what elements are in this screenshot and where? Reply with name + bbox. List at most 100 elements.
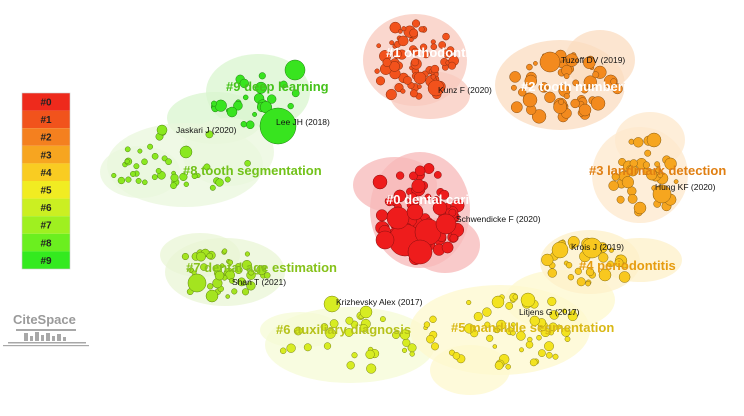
citation-node-cluster-6[interactable] xyxy=(399,329,411,340)
citation-node-cluster-6[interactable] xyxy=(346,361,355,370)
citation-node-cluster-7[interactable] xyxy=(247,269,255,276)
citation-node-cluster-1[interactable] xyxy=(411,47,420,56)
citation-node-cluster-8[interactable] xyxy=(191,173,198,180)
citation-node-cluster-4[interactable] xyxy=(608,247,614,253)
citation-node-cluster-2[interactable] xyxy=(592,71,600,79)
citation-node-cluster-6[interactable] xyxy=(409,351,415,357)
citation-node-cluster-6[interactable] xyxy=(344,328,354,337)
citation-node-cluster-8[interactable] xyxy=(133,163,140,170)
citation-node-cluster-5[interactable] xyxy=(484,321,491,328)
citation-node-cluster-4[interactable] xyxy=(569,243,575,250)
citation-node-cluster-2[interactable] xyxy=(590,96,606,111)
citation-node-cluster-9[interactable] xyxy=(258,72,266,80)
citation-node-cluster-1[interactable] xyxy=(419,43,428,51)
citation-node-cluster-1[interactable] xyxy=(409,89,418,98)
citation-node-cluster-8[interactable] xyxy=(117,176,126,185)
citation-node-cluster-5[interactable] xyxy=(512,294,518,300)
citation-node-cluster-0[interactable] xyxy=(386,206,410,230)
citation-node-cluster-3[interactable] xyxy=(646,169,658,181)
citation-node-cluster-2[interactable] xyxy=(522,92,538,108)
citation-node-cluster-5[interactable] xyxy=(505,364,511,370)
citation-node-cluster-7[interactable] xyxy=(241,288,250,296)
citation-node-cluster-0[interactable] xyxy=(411,179,426,193)
citation-node-cluster-5[interactable] xyxy=(549,310,559,320)
citation-node-cluster-5[interactable] xyxy=(491,295,505,309)
citation-node-cluster-4[interactable] xyxy=(585,280,591,287)
citation-node-cluster-5[interactable] xyxy=(547,296,557,306)
citation-node-cluster-1[interactable] xyxy=(389,40,395,46)
citation-node-cluster-6[interactable] xyxy=(286,343,296,353)
citation-node-cluster-5[interactable] xyxy=(492,344,498,349)
citation-node-cluster-7[interactable] xyxy=(219,263,225,269)
citation-node-cluster-2[interactable] xyxy=(612,83,623,95)
citation-node-cluster-9[interactable] xyxy=(240,121,247,128)
citation-node-cluster-8[interactable] xyxy=(130,171,136,177)
citation-node-cluster-2[interactable] xyxy=(531,109,547,124)
citation-node-cluster-8[interactable] xyxy=(179,145,193,159)
citation-node-cluster-8[interactable] xyxy=(165,158,172,166)
citation-node-cluster-9[interactable] xyxy=(259,107,297,145)
citation-node-cluster-7[interactable] xyxy=(214,270,225,281)
citation-node-cluster-9[interactable] xyxy=(214,99,227,112)
citation-node-cluster-8[interactable] xyxy=(156,124,168,136)
citation-node-cluster-9[interactable] xyxy=(284,59,306,81)
citation-node-cluster-7[interactable] xyxy=(225,294,230,299)
citation-node-cluster-8[interactable] xyxy=(135,177,142,184)
citation-node-cluster-3[interactable] xyxy=(654,161,660,167)
citation-node-cluster-3[interactable] xyxy=(642,161,650,169)
citation-node-cluster-7[interactable] xyxy=(181,252,189,261)
citation-node-cluster-8[interactable] xyxy=(137,148,143,154)
citation-node-cluster-3[interactable] xyxy=(633,137,644,148)
citation-node-cluster-1[interactable] xyxy=(427,79,445,97)
citation-node-cluster-0[interactable] xyxy=(424,193,432,201)
citation-node-cluster-0[interactable] xyxy=(408,192,417,201)
citation-node-cluster-1[interactable] xyxy=(374,68,380,74)
citation-node-cluster-7[interactable] xyxy=(234,266,243,274)
citation-node-cluster-6[interactable] xyxy=(279,347,287,355)
citation-node-cluster-5[interactable] xyxy=(473,311,483,322)
citation-node-cluster-4[interactable] xyxy=(618,271,631,283)
citation-node-cluster-5[interactable] xyxy=(510,330,516,336)
citation-node-cluster-2[interactable] xyxy=(563,93,570,100)
citation-node-cluster-3[interactable] xyxy=(633,201,647,215)
citation-node-cluster-5[interactable] xyxy=(505,302,514,310)
citation-node-cluster-1[interactable] xyxy=(385,88,397,101)
citation-node-cluster-9[interactable] xyxy=(291,89,300,98)
citation-node-cluster-3[interactable] xyxy=(611,172,620,181)
citation-node-cluster-1[interactable] xyxy=(401,26,407,32)
citation-node-cluster-5[interactable] xyxy=(464,323,475,334)
citation-node-cluster-5[interactable] xyxy=(494,361,504,370)
citation-node-cluster-5[interactable] xyxy=(536,334,542,341)
citation-node-cluster-4[interactable] xyxy=(551,241,569,259)
citation-node-cluster-0[interactable] xyxy=(375,209,388,222)
citation-node-cluster-7[interactable] xyxy=(231,288,238,295)
citation-node-cluster-7[interactable] xyxy=(244,251,250,257)
citation-node-cluster-8[interactable] xyxy=(151,174,158,181)
citation-node-cluster-5[interactable] xyxy=(519,347,524,353)
citation-node-cluster-7[interactable] xyxy=(200,263,208,271)
citation-node-cluster-6[interactable] xyxy=(329,319,339,328)
citation-node-cluster-6[interactable] xyxy=(365,349,375,360)
citation-node-cluster-1[interactable] xyxy=(422,50,430,59)
citation-node-cluster-8[interactable] xyxy=(215,178,224,187)
citation-node-cluster-9[interactable] xyxy=(226,106,238,118)
citation-node-cluster-3[interactable] xyxy=(644,149,652,157)
citation-node-cluster-2[interactable] xyxy=(583,56,596,69)
citation-node-cluster-3[interactable] xyxy=(616,195,625,204)
citation-node-cluster-7[interactable] xyxy=(206,252,213,260)
citation-node-cluster-5[interactable] xyxy=(556,324,562,330)
citation-node-cluster-5[interactable] xyxy=(538,349,546,357)
citation-node-cluster-6[interactable] xyxy=(323,295,341,313)
citation-node-cluster-4[interactable] xyxy=(581,237,603,259)
citation-node-cluster-8[interactable] xyxy=(142,179,148,186)
citation-node-cluster-0[interactable] xyxy=(395,171,405,180)
citation-node-cluster-4[interactable] xyxy=(585,267,595,277)
citation-node-cluster-6[interactable] xyxy=(323,342,332,350)
citation-node-cluster-0[interactable] xyxy=(372,174,388,190)
citation-node-cluster-5[interactable] xyxy=(510,322,516,327)
citation-node-cluster-9[interactable] xyxy=(255,81,267,94)
citation-node-cluster-1[interactable] xyxy=(389,61,400,72)
citation-node-cluster-0[interactable] xyxy=(406,203,424,221)
citation-node-cluster-7[interactable] xyxy=(187,273,207,293)
citation-node-cluster-8[interactable] xyxy=(125,176,132,183)
